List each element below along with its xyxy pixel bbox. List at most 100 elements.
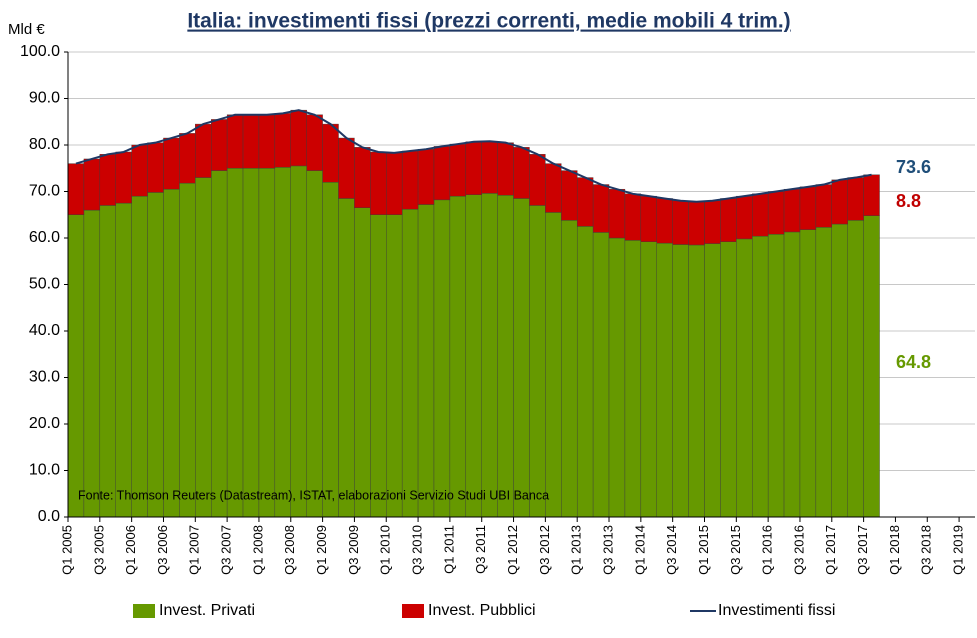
bar	[258, 114, 276, 169]
x-tick-label: Q3 2014	[664, 525, 679, 575]
bar	[783, 231, 801, 518]
y-tick-label: 0.0	[38, 508, 60, 525]
bar	[242, 114, 260, 169]
legend-label: Invest. Pubblici	[428, 602, 536, 619]
y-tick-label: 20.0	[29, 415, 60, 432]
bar	[529, 154, 546, 206]
x-tick-label: Q1 2018	[887, 525, 902, 575]
bar	[608, 237, 626, 518]
x-tick-label: Q1 2017	[823, 525, 838, 575]
x-tick-label: Q1 2006	[123, 525, 138, 575]
bar	[576, 177, 594, 227]
foreground: 0.0 10.0 20.0 30.0 40.0 50.0 60.0 70.0 80.0 90.0 1…	[20, 43, 975, 619]
bar	[322, 181, 339, 518]
bar	[513, 147, 530, 199]
x-tick-label: Q3 2012	[537, 525, 552, 575]
bar	[195, 123, 212, 178]
bar	[640, 241, 657, 518]
bar	[561, 170, 578, 221]
x-tick-label: Q1 2019	[951, 525, 966, 575]
y-tick-label: 50.0	[29, 276, 60, 293]
line	[75, 109, 872, 203]
bar	[179, 182, 196, 518]
bar	[831, 179, 848, 225]
x-tick-label: Q1 2011	[441, 525, 456, 574]
y-tick-label: 60.0	[29, 229, 60, 246]
bar	[497, 142, 514, 196]
y-tick-label: 70.0	[29, 183, 60, 200]
x-tick-label: Q3 2016	[791, 525, 806, 575]
bar	[529, 205, 546, 518]
chart-title: Italia: investimenti fissi (prezzi corre…	[187, 10, 790, 33]
bars	[67, 109, 880, 518]
bar	[83, 158, 101, 211]
bar	[370, 214, 387, 518]
source-note: Fonte: Thomson Reuters (Datastream), IST…	[78, 488, 549, 502]
y-tick-label: 80.0	[29, 136, 60, 153]
legend-label: Invest. Privati	[159, 602, 255, 619]
bar	[99, 205, 116, 518]
x-tick-label: Q1 2009	[314, 525, 329, 575]
bar	[306, 170, 323, 518]
bar	[720, 241, 737, 518]
bar	[815, 227, 832, 518]
bar	[465, 141, 482, 195]
bar	[147, 142, 164, 193]
x-tick-label: Q3 2017	[855, 525, 870, 575]
bar	[83, 209, 101, 518]
x-tick-label: Q1 2008	[250, 525, 265, 575]
x-tick-label: Q1 2005	[59, 525, 74, 575]
bar	[561, 220, 578, 518]
bar	[688, 201, 705, 246]
bar	[163, 188, 180, 518]
bar	[226, 168, 244, 518]
bar	[354, 147, 371, 208]
bar	[258, 168, 276, 518]
legend-swatch	[133, 604, 155, 618]
bar	[417, 148, 435, 205]
bar	[242, 168, 260, 518]
bar	[672, 200, 689, 245]
bar	[863, 174, 880, 216]
bar	[799, 229, 817, 518]
bar	[274, 167, 291, 518]
bar	[863, 215, 880, 518]
end-value-label: 8.8	[896, 191, 921, 211]
bar	[799, 186, 817, 230]
bar	[417, 204, 435, 518]
bar	[704, 243, 721, 518]
bar	[815, 184, 832, 228]
x-tick-label: Q3 2011	[473, 525, 488, 574]
bar	[433, 199, 451, 518]
bar	[211, 119, 228, 171]
bar	[688, 244, 705, 518]
bar	[131, 195, 148, 518]
bar	[211, 170, 228, 518]
bar	[226, 114, 244, 169]
bar	[354, 207, 371, 518]
bar	[576, 226, 594, 518]
bar	[99, 154, 116, 206]
bar	[290, 109, 307, 167]
x-tick-label: Q1 2013	[569, 525, 584, 575]
x-tick-label: Q3 2018	[919, 525, 934, 575]
end-value-label: 73.6	[896, 157, 931, 177]
x-tick-label: Q3 2009	[346, 525, 361, 575]
bar	[481, 193, 498, 518]
x-tick-label: Q1 2014	[632, 525, 647, 575]
bar	[338, 198, 355, 518]
y-axis-label: Mld €	[8, 21, 45, 38]
legend-swatch	[402, 604, 424, 618]
bar	[163, 137, 180, 190]
bar	[847, 177, 864, 221]
bar	[592, 232, 610, 518]
bar	[449, 195, 467, 518]
bar	[274, 113, 291, 168]
bar	[338, 137, 355, 199]
bar	[672, 244, 689, 518]
x-tick-label: Q3 2010	[410, 525, 425, 575]
bar	[147, 192, 164, 518]
x-tick-label: Q3 2013	[600, 525, 615, 575]
bar	[433, 146, 451, 201]
